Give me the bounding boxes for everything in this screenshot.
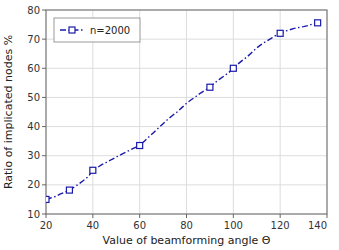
marker (137, 143, 143, 149)
series (46, 20, 321, 203)
y-axis-label: Ratio of implicated nodes % (2, 35, 15, 189)
tick-label: 60 (133, 220, 146, 231)
tick-mark (42, 126, 46, 127)
tick-label: 20 (40, 220, 53, 231)
tick-mark (280, 214, 281, 218)
tick-mark (139, 214, 140, 218)
tick-label: 60 (27, 63, 40, 74)
x-axis-label: Value of beamforming angle Θ (103, 234, 271, 247)
plot-area (46, 10, 327, 214)
marker (46, 196, 49, 202)
legend-box (54, 18, 140, 42)
grid-line (186, 10, 187, 214)
tick-mark (92, 214, 93, 218)
tick-label: 120 (271, 220, 290, 231)
tick-label: 50 (27, 92, 40, 103)
data (46, 20, 321, 203)
legend: n=2000 (54, 18, 140, 42)
marker (66, 187, 72, 193)
tick-mark (46, 214, 47, 218)
chart: 102030405060708020406080100120140Value o… (0, 0, 339, 250)
tick-label: 70 (27, 34, 40, 45)
axes: 102030405060708020406080100120140 (27, 5, 327, 232)
legend-label: n=2000 (90, 25, 130, 36)
tick-mark (42, 184, 46, 185)
tick-mark (42, 10, 46, 11)
tick-label: 10 (27, 209, 40, 220)
grid-line (280, 10, 281, 214)
tick-mark (327, 214, 328, 218)
tick-mark (42, 68, 46, 69)
tick-label: 80 (180, 220, 193, 231)
marker (315, 20, 321, 26)
tick-label: 40 (27, 121, 40, 132)
tick-mark (233, 214, 234, 218)
legend-marker (69, 27, 75, 33)
plot-frame (46, 10, 327, 214)
tick-mark (42, 155, 46, 156)
tick-mark (42, 97, 46, 98)
marker (207, 84, 213, 90)
marker (90, 167, 96, 173)
tick-label: 140 (308, 220, 327, 231)
grid (46, 10, 327, 214)
series (46, 23, 318, 200)
tick-label: 80 (27, 5, 40, 16)
tick-label: 100 (224, 220, 243, 231)
tick-label: 40 (86, 220, 99, 231)
tick-mark (42, 39, 46, 40)
line (46, 23, 318, 200)
tick-mark (42, 214, 46, 215)
grid-line (233, 10, 234, 214)
tick-label: 20 (27, 179, 40, 190)
marker (277, 30, 283, 36)
marker (230, 65, 236, 71)
tick-mark (186, 214, 187, 218)
tick-label: 30 (27, 150, 40, 161)
